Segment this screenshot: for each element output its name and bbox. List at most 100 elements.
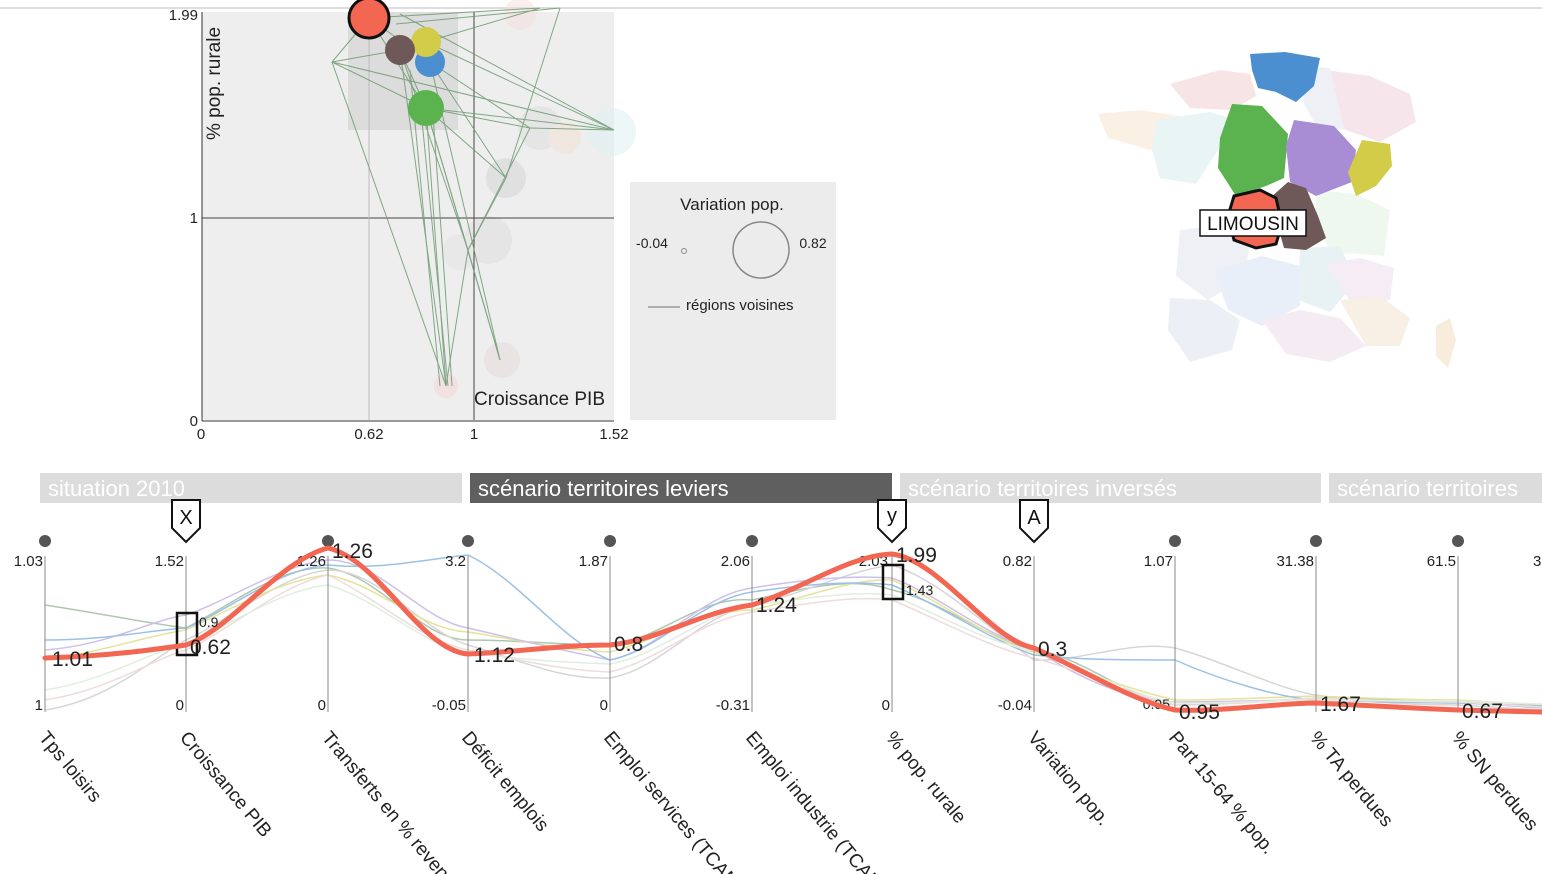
- axis-marker-y-label: y: [887, 505, 897, 527]
- tab-situation-2010-label: situation 2010: [48, 476, 185, 501]
- axis-name[interactable]: Déficit emplois: [457, 728, 553, 836]
- axis-drag-handle[interactable]: [39, 535, 51, 547]
- axis-max-label: 61.5: [1427, 553, 1456, 570]
- tab-situation-2010[interactable]: [40, 473, 462, 503]
- axis-selected-value: 0.3: [1038, 638, 1067, 661]
- size-legend: Variation pop. -0.04 0.82 régions voisin…: [630, 182, 836, 420]
- axis-min-label: 0: [318, 697, 326, 714]
- axis-marker-size-label: A: [1027, 507, 1041, 529]
- pc-max-labels: 1.03 1.52 1.26 3.2 1.87 2.06 2.03 0.82 1…: [14, 553, 1542, 570]
- axis-name[interactable]: Emploi services (TCAM): [599, 728, 747, 874]
- axis-selected-value: 1.26: [332, 540, 373, 563]
- scatter-x-tick: 1.52: [599, 426, 628, 443]
- axis-name[interactable]: % TA perdues: [1305, 728, 1397, 832]
- tab-territoires-leviers[interactable]: [470, 473, 892, 503]
- france-map[interactable]: LIMOUSIN: [1098, 52, 1456, 368]
- tab-territoires[interactable]: [1329, 473, 1542, 503]
- axis-drag-handle[interactable]: [604, 535, 616, 547]
- axis-max-label: 1.52: [155, 553, 184, 570]
- axis-max-label: 1.87: [579, 553, 608, 570]
- axis-name[interactable]: Croissance PIB: [175, 728, 275, 842]
- parallel-coordinates[interactable]: X y A 1.03 1.52 1.26 3.2 1.87 2.06 2.03 …: [14, 499, 1542, 874]
- brush-extra-label: 1.43: [906, 582, 933, 598]
- axis-drag-handle[interactable]: [1452, 535, 1464, 547]
- legend-small-circle: [681, 248, 687, 254]
- region-nord-pas-de-calais[interactable]: [1250, 52, 1320, 102]
- axis-max-label: 3: [1533, 553, 1541, 570]
- scatter-y-tick: 0: [190, 413, 198, 430]
- legend-min-label: -0.04: [636, 235, 668, 251]
- axis-drag-handle[interactable]: [1169, 535, 1181, 547]
- legend-background: [630, 182, 836, 420]
- bubble-green[interactable]: [408, 90, 444, 126]
- axis-name[interactable]: Transferts en % revenu: [317, 728, 460, 874]
- region-label: LIMOUSIN: [1207, 214, 1299, 235]
- axis-selected-value: 0.67: [1462, 700, 1503, 723]
- axis-selected-value: 1.99: [896, 544, 937, 567]
- bubble-limousin-selected[interactable]: [347, 0, 391, 40]
- axis-selected-value: 0.95: [1179, 701, 1220, 724]
- axis-drag-handle[interactable]: [322, 535, 334, 547]
- tab-territoires-label: scénario territoires: [1337, 476, 1518, 501]
- brush-extra-label: 0.9: [199, 614, 219, 630]
- axis-selected-value: 0.8: [614, 633, 643, 656]
- scenario-tabs[interactable]: situation 2010 scénario territoires levi…: [40, 473, 1542, 503]
- axis-max-label: 3.2: [445, 553, 466, 570]
- tab-territoires-inverses[interactable]: [900, 473, 1321, 503]
- legend-max-label: 0.82: [799, 235, 826, 251]
- axis-min-label: 1: [35, 697, 43, 714]
- axis-min-label: 0: [176, 697, 184, 714]
- axis-min-label: 0: [882, 697, 890, 714]
- pc-axis-names: Tps loisirs Croissance PIB Transferts en…: [34, 728, 1542, 874]
- scatter-x-tick: 0.62: [354, 426, 383, 443]
- axis-min-label: -0.31: [716, 697, 750, 714]
- axis-max-label: 1.03: [14, 553, 43, 570]
- bubble-yellow[interactable]: [411, 27, 441, 57]
- axis-min-label: 0: [600, 697, 608, 714]
- axis-name[interactable]: Variation pop.: [1023, 728, 1114, 830]
- axis-selected-value: 1.12: [474, 644, 515, 667]
- scatter-y-tick: 1: [190, 210, 198, 227]
- axis-marker-x[interactable]: X: [171, 499, 201, 544]
- tab-territoires-inverses-label: scénario territoires inversés: [908, 476, 1177, 501]
- axis-min-label: -0.05: [432, 697, 466, 714]
- brush-pop-rurale[interactable]: [881, 563, 905, 601]
- scatter-x-tick: 1: [470, 426, 478, 443]
- axis-marker-y[interactable]: y: [877, 499, 907, 544]
- context-lines: [44, 554, 1542, 711]
- axis-name[interactable]: % pop. rurale: [881, 728, 970, 828]
- axis-selected-value: 1.67: [1320, 693, 1361, 716]
- axis-name[interactable]: Part 15-64 % pop.: [1164, 728, 1279, 859]
- scatter-y-tick: 1.99: [169, 7, 198, 24]
- brush-croissance-pib[interactable]: [175, 611, 199, 657]
- scatter-y-label: % pop. rurale: [204, 27, 225, 140]
- axis-selected-value: 1.01: [52, 648, 93, 671]
- legend-line-label: régions voisines: [686, 297, 794, 314]
- pc-axis-handles: [39, 535, 1464, 547]
- tab-territoires-leviers-label: scénario territoires leviers: [478, 476, 729, 501]
- pc-min-labels: 1 0 0 -0.05 0 -0.31 0 -0.04 0.95: [35, 696, 1171, 714]
- axis-drag-handle[interactable]: [462, 535, 474, 547]
- axis-drag-handle[interactable]: [1310, 535, 1322, 547]
- bubble-brown[interactable]: [385, 35, 415, 65]
- scatter-x-label: Croissance PIB: [474, 389, 605, 410]
- axis-max-label: 0.82: [1003, 553, 1032, 570]
- scatter-plot[interactable]: % pop. rurale Croissance PIB 0 0.62 1 1.…: [169, 0, 636, 443]
- axis-selected-value: 0.62: [190, 636, 231, 659]
- axis-marker-x-label: X: [179, 507, 192, 529]
- legend-title: Variation pop.: [680, 195, 784, 214]
- selected-region-line[interactable]: [42, 545, 1542, 715]
- region-lorraine[interactable]: [1348, 140, 1392, 196]
- axis-drag-handle[interactable]: [746, 535, 758, 547]
- axis-name[interactable]: % SN perdues: [1447, 728, 1542, 835]
- axis-max-label: 2.06: [721, 553, 750, 570]
- pc-axis-lines: [44, 556, 1459, 712]
- scatter-x-tick: 0: [197, 426, 205, 443]
- axis-name[interactable]: Emploi industrie (TCAM): [741, 728, 890, 874]
- axis-max-label: 1.07: [1144, 553, 1173, 570]
- axis-min-label: -0.04: [998, 697, 1032, 714]
- axis-marker-size[interactable]: A: [1019, 499, 1049, 544]
- region-centre[interactable]: [1218, 104, 1288, 196]
- axis-name[interactable]: Tps loisirs: [34, 728, 105, 807]
- region-champagne[interactable]: [1286, 120, 1356, 196]
